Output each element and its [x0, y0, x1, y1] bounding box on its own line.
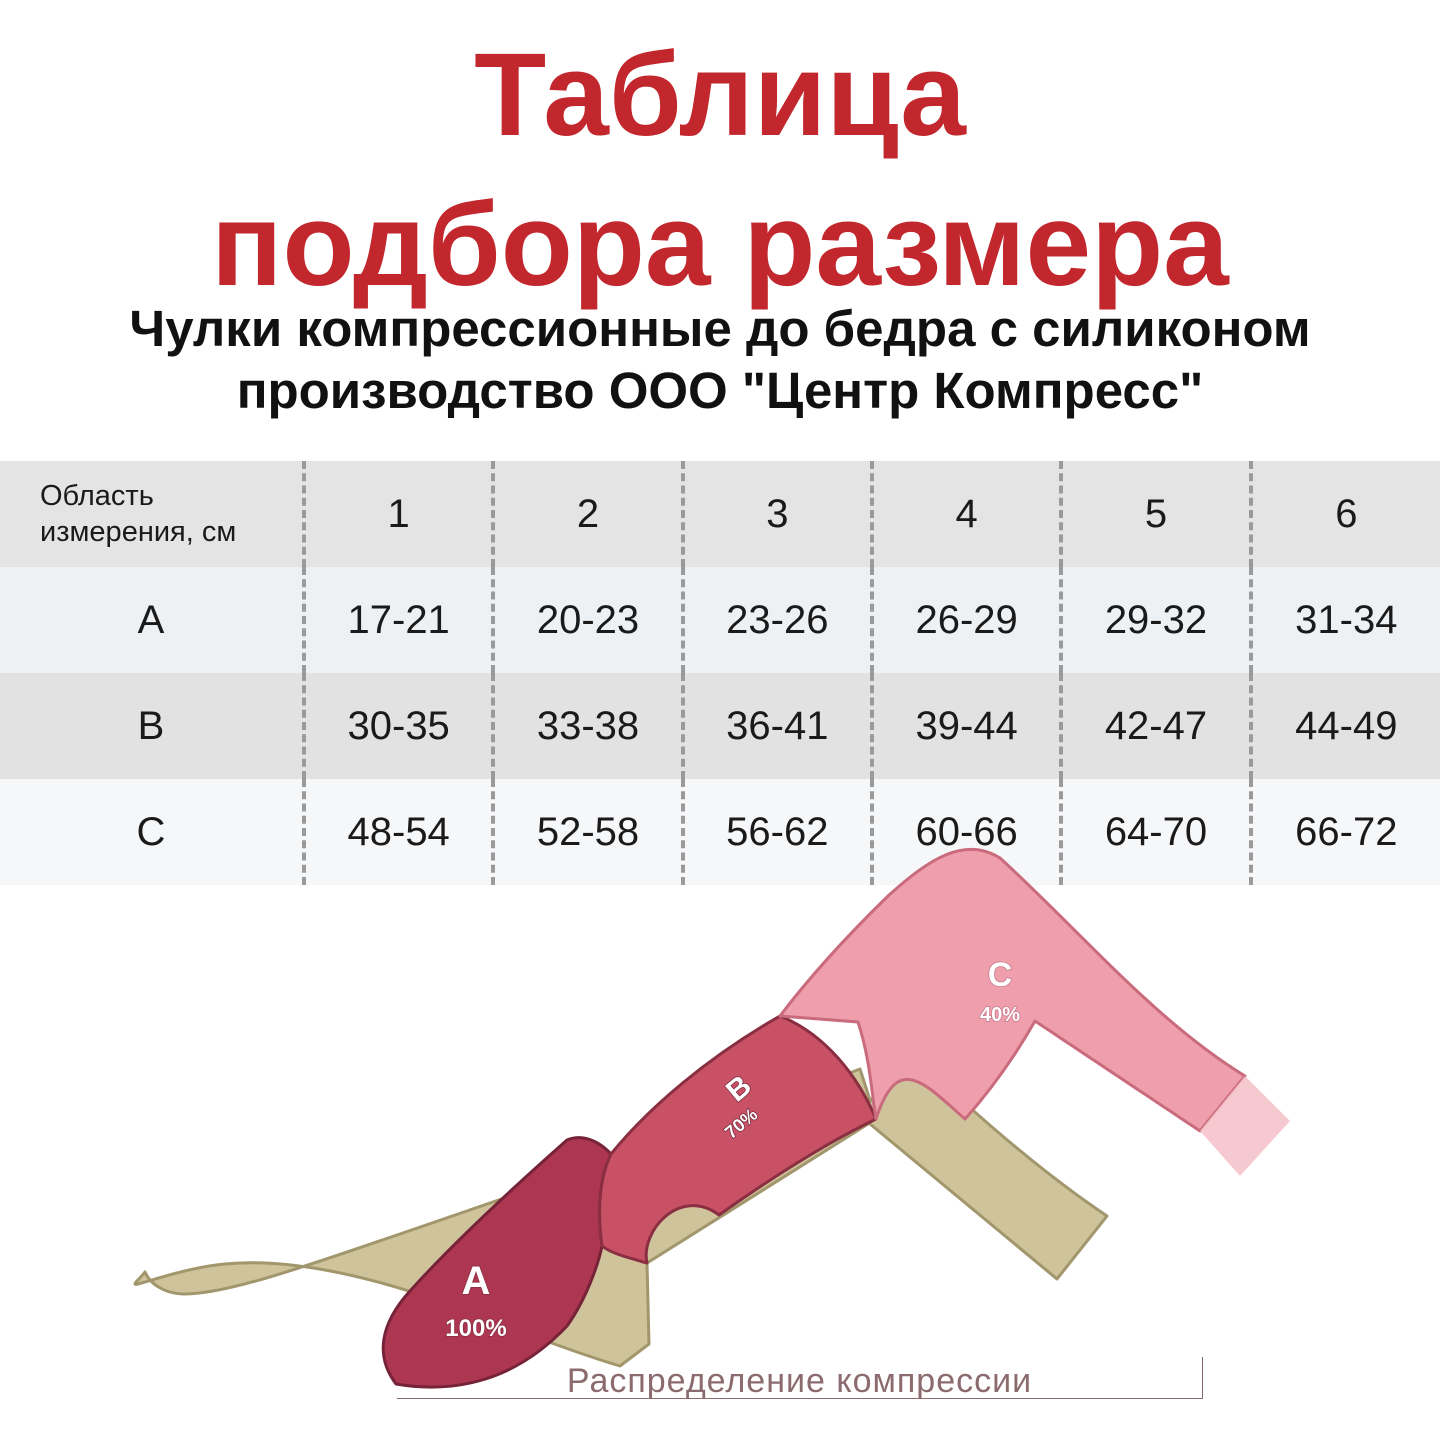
svg-text:100%: 100%	[445, 1315, 506, 1342]
svg-text:40%: 40%	[980, 1004, 1020, 1026]
svg-text:C: C	[988, 956, 1013, 994]
svg-text:A: A	[462, 1259, 491, 1303]
